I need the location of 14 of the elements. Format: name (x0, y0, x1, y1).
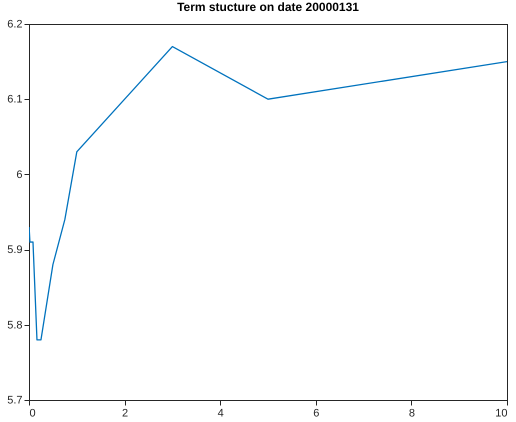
x-tick-label: 0 (30, 408, 36, 420)
x-tick-label: 8 (408, 408, 415, 420)
line-series (29, 46, 507, 340)
y-tick-label: 6.1 (7, 94, 22, 106)
x-tick-label: 10 (495, 408, 508, 420)
x-tick-label: 6 (313, 408, 320, 420)
y-tick-label: 6 (16, 168, 22, 181)
x-tick-label: 2 (122, 408, 128, 420)
y-tick-label: 6.2 (7, 18, 22, 30)
y-tick-label: 5.8 (7, 319, 22, 332)
y-tick-label: 5.9 (7, 244, 22, 256)
y-tick-label: 5.7 (7, 394, 22, 406)
x-tick-label: 4 (218, 408, 224, 420)
chart-title: Term stucture on date 20000131 (177, 0, 360, 14)
